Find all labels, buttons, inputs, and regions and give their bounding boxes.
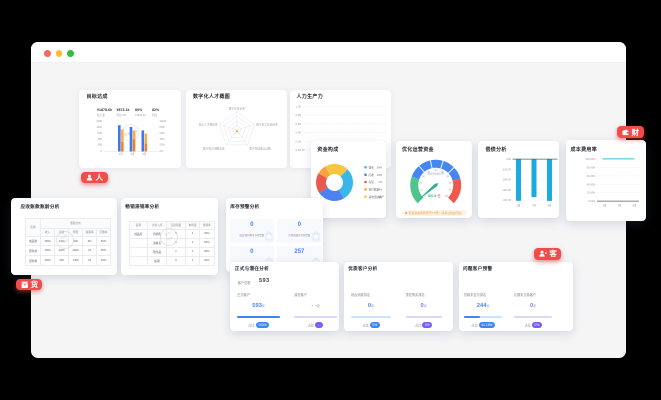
svg-text:0.40: 0.40 xyxy=(296,130,302,134)
svg-text:8%: 8% xyxy=(378,194,382,198)
svg-text:10: 10 xyxy=(420,189,423,191)
svg-text:7%: 7% xyxy=(378,180,382,184)
svg-text:9月: 9月 xyxy=(632,203,636,207)
svg-text:560: 560 xyxy=(98,137,103,141)
svg-text:1120: 1120 xyxy=(96,124,102,128)
svg-text:60.00%: 60.00% xyxy=(586,173,595,177)
svg-text:100%: 100% xyxy=(160,119,167,123)
svg-text:0.00: 0.00 xyxy=(296,147,302,151)
svg-text:核心人才保有率: 核心人才保有率 xyxy=(199,122,218,126)
svg-text:0: 0 xyxy=(424,195,426,197)
svg-text:-100.00: -100.00 xyxy=(502,167,511,171)
svg-text:¥1878.6k: ¥1878.6k xyxy=(97,108,112,112)
svg-text:同比 2%: 同比 2% xyxy=(117,113,127,117)
svg-text:20.00%: 20.00% xyxy=(586,190,595,194)
svg-text:80%: 80% xyxy=(160,124,166,128)
svg-text:80%: 80% xyxy=(135,108,143,112)
svg-text:数字化意识率: 数字化意识率 xyxy=(229,106,245,110)
svg-text:14%: 14% xyxy=(377,187,383,191)
svg-text:¥873.1k: ¥873.1k xyxy=(117,108,130,112)
svg-text:280: 280 xyxy=(98,142,103,146)
svg-text:-300.00: -300.00 xyxy=(502,187,511,191)
svg-text:数字化技能认证数: 数字化技能认证数 xyxy=(249,146,271,150)
svg-text:0/0.5: 0/0.5 xyxy=(428,194,436,198)
svg-text:9月: 9月 xyxy=(547,203,551,207)
svg-text:80.00%: 80.00% xyxy=(586,165,595,169)
svg-text:40%: 40% xyxy=(160,137,166,141)
svg-text:840: 840 xyxy=(98,131,103,135)
svg-text:1400: 1400 xyxy=(96,119,102,123)
svg-text:7月: 7月 xyxy=(617,203,621,207)
svg-text:现金: 现金 xyxy=(369,165,375,169)
svg-text:70: 70 xyxy=(447,176,450,178)
svg-text:0.00: 0.00 xyxy=(505,157,511,161)
svg-text:0: 0 xyxy=(101,148,103,152)
svg-text:40: 40 xyxy=(428,171,431,173)
svg-text:39%: 39% xyxy=(377,165,383,169)
svg-text:60: 60 xyxy=(441,171,444,173)
svg-text:数字化工具使用率: 数字化工具使用率 xyxy=(256,122,278,126)
svg-text:3月: 3月 xyxy=(142,152,146,156)
svg-text:营运资金周转率: 营运资金周转率 xyxy=(427,171,444,175)
svg-text:数字化培训覆盖率: 数字化培训覆盖率 xyxy=(203,146,225,150)
svg-text:50: 50 xyxy=(434,170,437,172)
svg-text:0%: 0% xyxy=(160,148,164,152)
svg-text:较上期: 较上期 xyxy=(97,113,105,117)
svg-text:100: 100 xyxy=(444,195,448,197)
svg-text:100.00%: 100.00% xyxy=(585,157,596,161)
svg-text:80: 80 xyxy=(449,182,452,184)
svg-text:13%: 13% xyxy=(377,172,383,176)
svg-text:7月: 7月 xyxy=(531,203,535,207)
svg-text:¥1876.2k: ¥1876.2k xyxy=(135,113,146,117)
svg-text:倍: 倍 xyxy=(437,193,441,198)
svg-text:20: 20 xyxy=(420,182,423,184)
svg-text:1月: 1月 xyxy=(119,152,123,156)
svg-text:30: 30 xyxy=(422,176,425,178)
svg-text:60%: 60% xyxy=(160,131,166,135)
svg-text:应收: 应收 xyxy=(369,172,375,176)
svg-text:2月: 2月 xyxy=(130,152,134,156)
svg-text:82%: 82% xyxy=(152,108,160,112)
svg-text:20%: 20% xyxy=(160,142,166,146)
svg-text:1月: 1月 xyxy=(602,203,606,207)
svg-text:0.00%: 0.00% xyxy=(588,199,596,203)
svg-text:1.00: 1.00 xyxy=(296,104,302,108)
svg-text:90: 90 xyxy=(449,189,452,191)
svg-text:40.00%: 40.00% xyxy=(586,182,595,186)
svg-text:存货: 存货 xyxy=(369,180,375,184)
svg-text:预付账款: 预付账款 xyxy=(369,187,380,191)
svg-text:0.60: 0.60 xyxy=(296,121,302,125)
svg-text:同比: 同比 xyxy=(152,113,158,117)
svg-text:其他流动资产: 其他流动资产 xyxy=(369,194,385,198)
svg-text:1月: 1月 xyxy=(516,203,520,207)
svg-text:0.20: 0.20 xyxy=(296,139,302,143)
svg-text:0.80: 0.80 xyxy=(296,113,302,117)
svg-text:-200.00: -200.00 xyxy=(502,177,511,181)
svg-text:-400.00: -400.00 xyxy=(502,198,511,202)
